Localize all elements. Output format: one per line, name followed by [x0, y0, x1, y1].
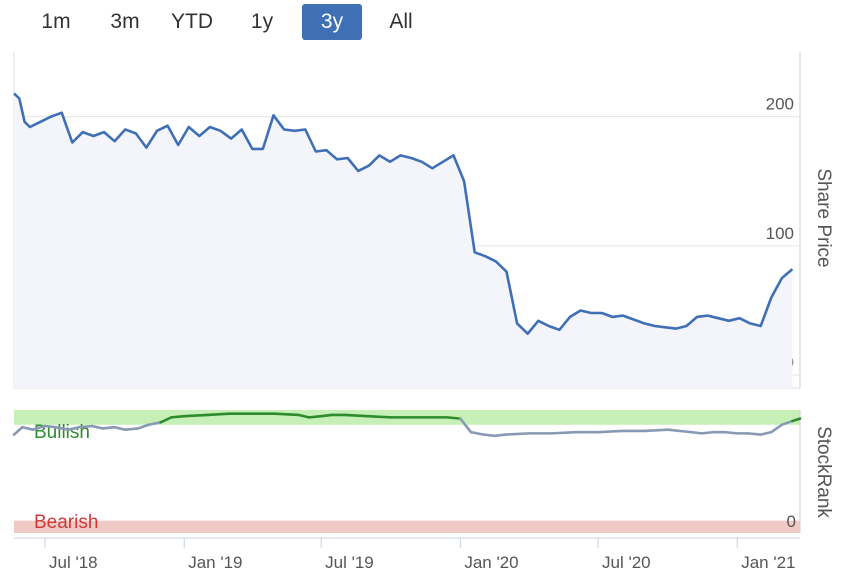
stockrank-segment	[136, 423, 150, 430]
stockrank-segment	[469, 430, 486, 436]
stockrank-segment	[482, 433, 496, 438]
x-tick-label: Jul '18	[49, 553, 98, 572]
stockrank-axis-label: StockRank	[813, 426, 834, 518]
stockrank-segment	[206, 412, 231, 417]
stockrank-segment	[780, 419, 794, 427]
stockrank-segment	[90, 424, 104, 430]
x-tick-label: Jul '20	[602, 553, 651, 572]
stockrank-segment	[101, 425, 116, 430]
stockrank-segment	[343, 413, 370, 418]
stockrank-segment	[689, 430, 703, 435]
price-y-tick-label: 200	[766, 95, 794, 114]
stockrank-segment	[366, 414, 393, 419]
stockrank-segment	[769, 423, 784, 434]
stockrank-segment	[319, 413, 334, 418]
stockrank-segment	[791, 417, 802, 423]
stockrank-segment	[43, 424, 57, 429]
stockrank-segment	[297, 413, 311, 419]
stockrank-segment	[446, 416, 462, 420]
stockrank-segment	[759, 430, 773, 436]
x-tick-label: Jul '19	[325, 553, 374, 572]
stockrank-segment	[493, 433, 508, 438]
price-area	[14, 93, 793, 389]
x-tick-label: Jan '20	[464, 553, 518, 572]
stockrank-segment	[31, 424, 47, 431]
stockrank-segment	[273, 412, 300, 417]
range-button-1y[interactable]: 1y	[250, 10, 274, 33]
range-selector: 1m 3m YTD 1y 3y All	[0, 0, 460, 44]
bullish-label: Bullish	[34, 422, 90, 443]
stockrank-segment	[113, 425, 127, 431]
stockrank-segment	[459, 417, 473, 434]
stockrank-segment	[12, 425, 24, 436]
stockrank-segment	[723, 430, 739, 435]
stockrank-segment	[643, 428, 669, 433]
x-tick-label: Jan '21	[741, 553, 795, 572]
stockrank-segment	[700, 430, 716, 435]
stockrank-segment	[307, 414, 323, 419]
range-button-ytd[interactable]: YTD	[171, 10, 213, 33]
stockrank-segment	[77, 424, 94, 429]
stockrank-segment	[666, 428, 693, 434]
stockrank-segment	[159, 416, 173, 424]
stockrank-segment	[550, 430, 577, 435]
stockrank-segment	[54, 425, 70, 431]
range-button-1m[interactable]: 1m	[41, 10, 71, 33]
stockrank-segment	[67, 425, 81, 431]
rank-y-tick-label: 0	[787, 512, 796, 531]
stockrank-segment	[746, 432, 762, 436]
stockrank-segment	[596, 429, 623, 434]
range-button-3m[interactable]: 3m	[110, 10, 140, 33]
range-button-3y[interactable]: 3y	[302, 4, 362, 40]
stockrank-segment	[123, 427, 140, 431]
price-y-tick-label: 100	[766, 224, 794, 243]
stockrank-segment	[170, 414, 186, 419]
x-tick-label: Jan '19	[188, 553, 242, 572]
stockrank-segment	[21, 425, 35, 431]
stockrank-segment	[504, 432, 531, 436]
range-button-all[interactable]: All	[389, 10, 413, 33]
stockrank-segment	[147, 420, 163, 427]
bearish-band	[14, 520, 800, 533]
share-price-axis-label: Share Price	[813, 168, 834, 267]
price-line	[13, 92, 794, 335]
stockrank-segment	[182, 413, 209, 418]
bearish-label: Bearish	[34, 512, 98, 533]
